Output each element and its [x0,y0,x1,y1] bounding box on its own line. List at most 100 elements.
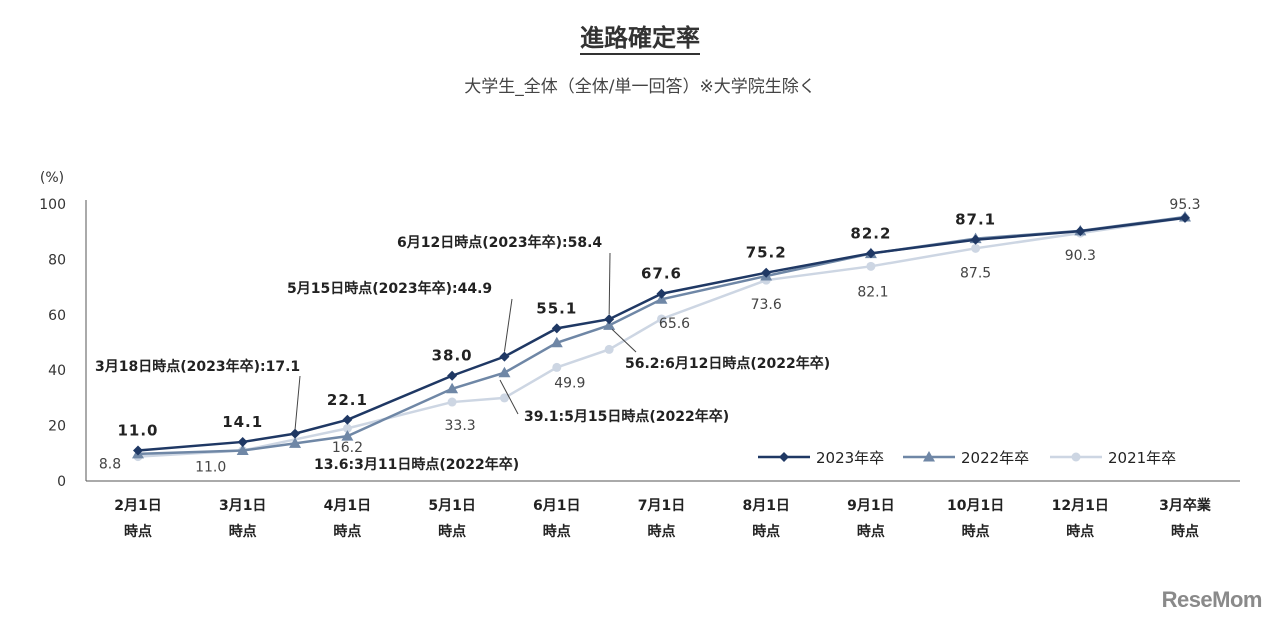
data-label-2021年卒: 82.1 [857,284,888,300]
data-point-2023年卒 [656,288,667,299]
y-tick-label: 20 [48,419,66,435]
data-point-2021年卒 [552,362,562,372]
data-point-2023年卒 [1180,212,1190,223]
y-tick-label: 100 [39,197,66,213]
x-tick-label: 時点 [1066,523,1094,540]
resemom-logo: ReseMom [1161,587,1263,612]
data-point-2023年卒 [551,323,562,334]
data-label-2023年卒: 55.1 [536,299,577,317]
x-tick-label: 3月卒業 [1159,497,1212,514]
data-label-2022年卒: 16.2 [332,440,363,456]
data-point-2023年卒 [290,428,301,439]
x-tick-label: 5月1日 [428,498,475,514]
data-point-2023年卒 [499,351,510,362]
legend-marker-2022年卒 [923,451,935,462]
data-point-2022年卒 [498,366,511,378]
x-tick-label: 時点 [229,523,257,540]
data-point-2021年卒 [342,423,352,433]
data-label-2023年卒: 82.2 [850,224,891,242]
x-tick-label: 9月1日 [847,498,894,514]
x-tick-label: 3月1日 [219,498,266,514]
data-point-2021年卒 [499,393,509,403]
data-label-2023年卒: 22.1 [327,391,368,409]
data-label-2021年卒: 8.8 [99,457,121,473]
annotation-label: 3月18日時点(2023年卒):17.1 [95,358,300,375]
x-tick-label: 時点 [124,523,152,540]
annotation-leader-line [499,379,519,415]
annotation-leader-line [294,375,301,430]
x-tick-label: 時点 [648,523,676,540]
data-point-2022年卒 [603,319,616,330]
x-tick-label: 時点 [962,523,990,540]
data-point-2023年卒 [970,234,981,245]
data-point-2022年卒 [236,444,249,456]
data-point-2023年卒 [342,414,353,425]
legend-label-2023年卒: 2023年卒 [816,449,884,467]
data-label-2021年卒: 33.3 [445,418,476,434]
data-label-2023年卒: 11.0 [117,422,158,440]
legend-label-2021年卒: 2021年卒 [1108,449,1176,467]
data-point-2022年卒 [341,430,354,441]
chart-title: 進路確定率 [0,18,1280,55]
annotation-leader-line [608,252,611,315]
chart-subtitle: 大学生_全体（全体/単一回答）※大学院生除く [464,77,816,97]
data-label-2023年卒: 14.1 [222,413,263,431]
x-tick-label: 10月1日 [947,498,1004,514]
y-tick-label: 40 [48,363,66,379]
data-point-2023年卒 [237,436,248,447]
data-label-2023年卒: 38.0 [432,347,473,365]
data-point-2023年卒 [604,314,615,325]
legend-marker-2023年卒 [779,452,789,462]
annotation-leader-line [503,298,513,352]
data-point-2022年卒 [550,336,563,348]
x-tick-label: 時点 [857,523,885,540]
data-point-2021年卒 [604,344,614,354]
y-axis-unit-label: (%) [40,170,64,186]
data-point-2023年卒 [761,267,772,278]
data-label-2021年卒: 73.6 [751,297,782,313]
y-tick-label: 80 [48,252,66,268]
x-tick-label: 7月1日 [638,498,685,514]
data-point-2021年卒 [657,314,666,324]
data-point-2023年卒 [865,248,876,259]
x-tick-label: 4月1日 [324,498,371,514]
annotation-label: 13.6:3月11日時点(2022年卒) [314,456,519,473]
x-tick-label: 時点 [1171,523,1199,540]
annotation-label: 5月15日時点(2023年卒):44.9 [287,280,492,297]
data-label-2021年卒: 90.3 [1065,248,1096,264]
data-point-2021年卒 [866,261,876,271]
data-label-2021年卒: 11.0 [195,460,226,476]
data-point-2023年卒 [447,370,458,381]
data-point-2023年卒 [1075,226,1086,237]
annotation-label: 6月12日時点(2023年卒):58.4 [397,234,602,251]
x-tick-label: 8月1日 [742,498,789,514]
x-tick-label: 時点 [543,523,571,540]
series-line-2023年卒 [137,216,1186,452]
y-tick-label: 0 [57,474,66,490]
data-point-2022年卒 [446,382,459,394]
x-tick-label: 2月1日 [114,498,161,514]
x-tick-label: 12月1日 [1052,498,1109,514]
y-tick-label: 60 [48,308,66,324]
data-label-2021年卒: 49.9 [554,375,585,391]
data-label-2021年卒: 65.6 [659,316,690,332]
data-label-2023年卒: 87.1 [955,211,996,229]
data-point-2021年卒 [971,243,981,253]
data-label-2021年卒: 95.3 [1169,197,1200,213]
x-tick-label: 6月1日 [533,498,580,514]
legend-label-2022年卒: 2022年卒 [961,449,1029,467]
annotation-leader-line [611,328,637,353]
legend-marker-2021年卒 [1071,452,1081,462]
data-label-2021年卒: 87.5 [960,265,991,281]
x-tick-label: 時点 [752,523,780,540]
data-point-2021年卒 [447,397,457,407]
data-point-2022年卒 [289,437,302,448]
annotation-label: 39.1:5月15日時点(2022年卒) [524,408,729,425]
data-label-2023年卒: 75.2 [746,244,787,262]
data-label-2023年卒: 67.6 [641,265,682,283]
x-tick-label: 時点 [333,523,361,540]
annotation-label: 56.2:6月12日時点(2022年卒) [625,355,830,372]
data-point-2023年卒 [133,445,143,456]
x-tick-label: 時点 [438,523,466,540]
